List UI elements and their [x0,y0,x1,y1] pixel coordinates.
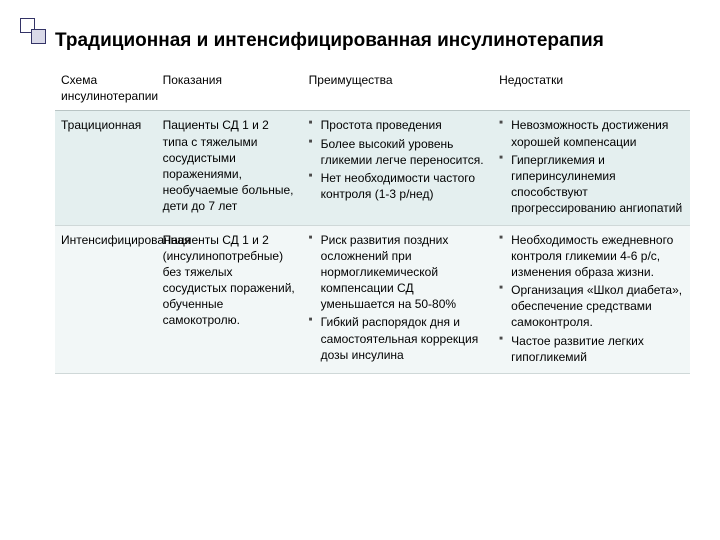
list-item: Гибкий распорядок дня и самостоятельная … [309,314,488,363]
cell-indications: Пациенты СД 1 и 2 (инсулинопотребные) бе… [157,225,303,374]
col-indications: Показания [157,66,303,111]
table-row: Трациционная Пациенты СД 1 и 2 типа с тя… [55,111,690,225]
cell-scheme: Интенсифицированная [55,225,157,374]
list-item: Частое развитие легких гипогликемий [499,333,684,365]
cell-advantages: Простота проведения Более высокий уровен… [303,111,494,225]
comparison-table: Схема инсулинотерапии Показания Преимуще… [55,66,690,374]
list-item: Нет необходимости частого контроля (1-3 … [309,170,488,202]
list-item: Риск развития поздних осложнений при нор… [309,232,488,313]
col-advantages: Преимущества [303,66,494,111]
list-item: Невозможность достижения хорошей компенс… [499,117,684,149]
slide-title: Традиционная и интенсифицированная инсул… [55,30,690,52]
cell-scheme: Трациционная [55,111,157,225]
cell-indications: Пациенты СД 1 и 2 типа с тяжелыми сосуди… [157,111,303,225]
list-item: Необходимость ежедневного контроля глике… [499,232,684,281]
table-row: Интенсифицированная Пациенты СД 1 и 2 (и… [55,225,690,374]
list-item: Гипергликемия и гиперинсулинемия способс… [499,152,684,217]
col-scheme: Схема инсулинотерапии [55,66,157,111]
cell-disadvantages: Невозможность достижения хорошей компенс… [493,111,690,225]
deco-square [31,29,46,44]
list-item: Организация «Школ диабета», обеспечение … [499,282,684,331]
table-header-row: Схема инсулинотерапии Показания Преимуще… [55,66,690,111]
list-item: Простота проведения [309,117,488,133]
col-disadvantages: Недостатки [493,66,690,111]
list-item: Более высокий уровень гликемии легче пер… [309,136,488,168]
cell-disadvantages: Необходимость ежедневного контроля глике… [493,225,690,374]
cell-advantages: Риск развития поздних осложнений при нор… [303,225,494,374]
